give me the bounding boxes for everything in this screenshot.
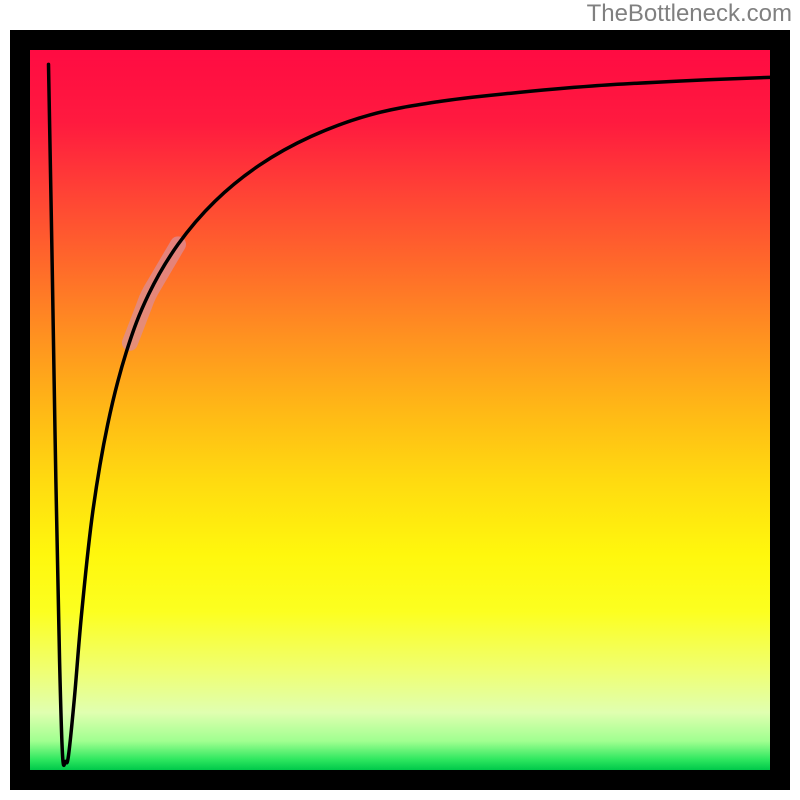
- chart-container: TheBottleneck.com: [0, 0, 800, 800]
- plot-background: [30, 50, 770, 770]
- watermark-text: TheBottleneck.com: [587, 0, 792, 28]
- bottleneck-chart: [0, 0, 800, 800]
